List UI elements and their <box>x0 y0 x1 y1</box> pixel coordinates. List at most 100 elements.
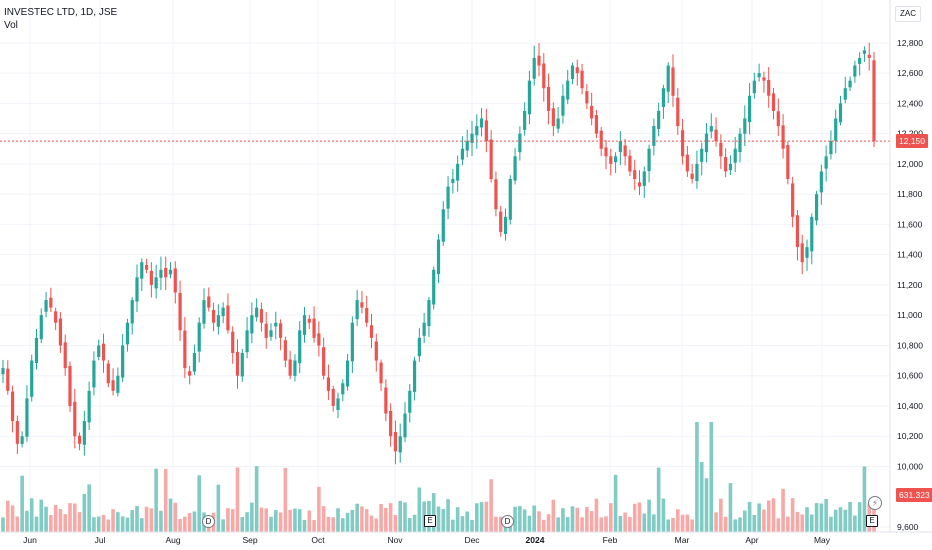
volume-bar <box>178 518 182 532</box>
volume-bar <box>187 513 192 532</box>
candle-body <box>82 421 86 445</box>
price-axis[interactable]: 9,600 10,000 10,200 10,400 10,600 10,800 11,00… <box>889 0 923 532</box>
candle-body <box>738 133 742 153</box>
volume-bar <box>561 508 565 532</box>
last-volume-badge: 631.323 K <box>896 488 932 502</box>
volume-bar <box>92 517 96 532</box>
volume-bar <box>494 516 498 532</box>
volume-bar <box>369 515 374 532</box>
candle-body <box>298 330 302 364</box>
candle-body <box>719 142 723 157</box>
y-tick-label: 11,600 <box>897 219 923 229</box>
candle-body <box>590 105 594 119</box>
candle-body <box>188 371 192 376</box>
dividend-marker[interactable]: D <box>501 515 514 528</box>
volume-bar <box>656 467 661 532</box>
volume-bar <box>226 508 230 532</box>
x-tick-label: Jun <box>23 535 37 545</box>
volume-bar <box>537 511 541 532</box>
volume-bar <box>336 508 340 532</box>
candle-body <box>30 360 34 397</box>
currency-button[interactable]: ZAC <box>895 6 921 22</box>
volume-bar <box>374 518 379 532</box>
candle-body <box>465 141 469 151</box>
candle-body <box>513 156 517 181</box>
candle-body <box>786 145 790 180</box>
volume-bar <box>53 505 58 532</box>
volume-bar <box>345 512 350 532</box>
candle-body <box>417 337 421 357</box>
volume-bar <box>541 519 546 532</box>
y-tick-label: 12,600 <box>897 68 923 78</box>
candle-body <box>20 436 24 444</box>
volume-bar <box>159 510 163 532</box>
volume-bar <box>192 511 197 532</box>
candle-body <box>566 80 570 100</box>
candle-body <box>384 387 388 414</box>
candle-body <box>293 360 297 376</box>
lightning-icon[interactable]: ⚡ <box>868 496 882 510</box>
y-tick-label: 11,000 <box>897 310 923 320</box>
candle-body <box>374 341 378 361</box>
candle-body <box>757 73 761 78</box>
candle-body <box>618 141 622 153</box>
volume-bar <box>618 515 623 532</box>
volume-bar <box>675 509 680 532</box>
candle-body <box>714 129 718 142</box>
chart-legend: INVESTEC LTD, 1D, JSE Vol <box>4 6 117 32</box>
candle-body <box>173 268 177 293</box>
y-tick-label: 10,800 <box>897 340 923 350</box>
candle-body <box>791 183 795 217</box>
volume-bar <box>786 516 790 532</box>
volume-bar <box>273 510 278 532</box>
candle-body <box>259 309 264 323</box>
volume-bar <box>326 516 331 532</box>
volume-bar <box>331 517 336 532</box>
candle-body <box>862 50 867 54</box>
volume-bar <box>599 517 604 532</box>
volume-bar <box>144 506 149 532</box>
candle-body <box>144 265 149 270</box>
candle-body <box>709 126 713 132</box>
volume-bar <box>460 516 465 532</box>
volume-bar <box>455 507 460 532</box>
volume-bar <box>116 512 120 532</box>
x-tick-label: Feb <box>603 535 618 545</box>
volume-bar <box>250 502 254 532</box>
candle-body <box>398 436 402 453</box>
volume-bar <box>594 498 599 532</box>
volume-bar <box>709 422 714 532</box>
candle-body <box>867 54 871 58</box>
volume-bar <box>680 514 685 532</box>
candle-body <box>561 95 565 116</box>
volume-bar <box>752 515 757 532</box>
time-axis[interactable]: Jun Jul Aug Sep Oct Nov Dec 2024 Feb Mar Apr May <box>0 531 932 545</box>
volume-bar <box>393 514 398 532</box>
volume-bar <box>139 518 144 532</box>
candle-body <box>690 173 694 180</box>
volume-bar <box>728 483 733 532</box>
volume-bar <box>556 517 560 532</box>
candle-body <box>652 126 656 146</box>
volume-bar <box>297 509 302 532</box>
volume-bar <box>862 466 867 532</box>
y-tick-label: 12,200 <box>897 129 923 139</box>
candle-body <box>594 115 599 134</box>
x-tick-label: 2024 <box>526 535 545 545</box>
candle-body <box>121 345 125 378</box>
dividend-marker[interactable]: D <box>202 515 215 528</box>
volume-bars <box>1 422 876 532</box>
candle-body <box>494 179 498 210</box>
candle-body <box>508 179 512 220</box>
volume-bar <box>96 516 101 532</box>
candle-body <box>1 368 5 375</box>
candle-body <box>858 57 862 64</box>
earnings-marker[interactable]: E <box>424 515 436 527</box>
y-tick-label: 10,400 <box>897 401 923 411</box>
earnings-marker[interactable]: E <box>866 515 878 527</box>
candle-body <box>116 375 120 393</box>
volume-bar <box>484 501 489 532</box>
volume-bar <box>465 511 470 532</box>
y-tick-label: 12,800 <box>897 38 923 48</box>
